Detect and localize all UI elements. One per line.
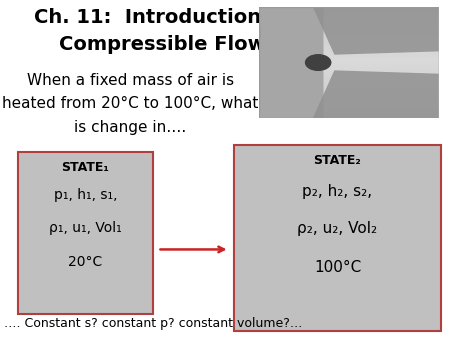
Text: Compressible Flow: Compressible Flow <box>58 35 266 54</box>
Text: STATE₁: STATE₁ <box>62 161 109 173</box>
Text: heated from 20°C to 100°C, what: heated from 20°C to 100°C, what <box>2 96 259 111</box>
FancyBboxPatch shape <box>18 152 153 314</box>
Text: is change in….: is change in…. <box>74 120 187 135</box>
Text: Ch. 11:  Introduction to: Ch. 11: Introduction to <box>34 8 290 27</box>
Text: p₂, h₂, s₂,: p₂, h₂, s₂, <box>302 184 373 199</box>
Text: When a fixed mass of air is: When a fixed mass of air is <box>27 73 234 88</box>
Text: 20°C: 20°C <box>68 255 103 269</box>
Text: ρ₁, u₁, Vol₁: ρ₁, u₁, Vol₁ <box>49 221 122 235</box>
Polygon shape <box>313 7 439 55</box>
Polygon shape <box>313 70 439 118</box>
Text: ρ₂, u₂, Vol₂: ρ₂, u₂, Vol₂ <box>297 221 378 236</box>
Text: STATE₂: STATE₂ <box>314 154 361 167</box>
Text: …. Constant s? constant p? constant volume?…: …. Constant s? constant p? constant volu… <box>4 317 303 330</box>
Circle shape <box>306 55 331 70</box>
Text: p₁, h₁, s₁,: p₁, h₁, s₁, <box>54 188 117 201</box>
FancyBboxPatch shape <box>234 145 441 331</box>
Text: 100°C: 100°C <box>314 260 361 275</box>
